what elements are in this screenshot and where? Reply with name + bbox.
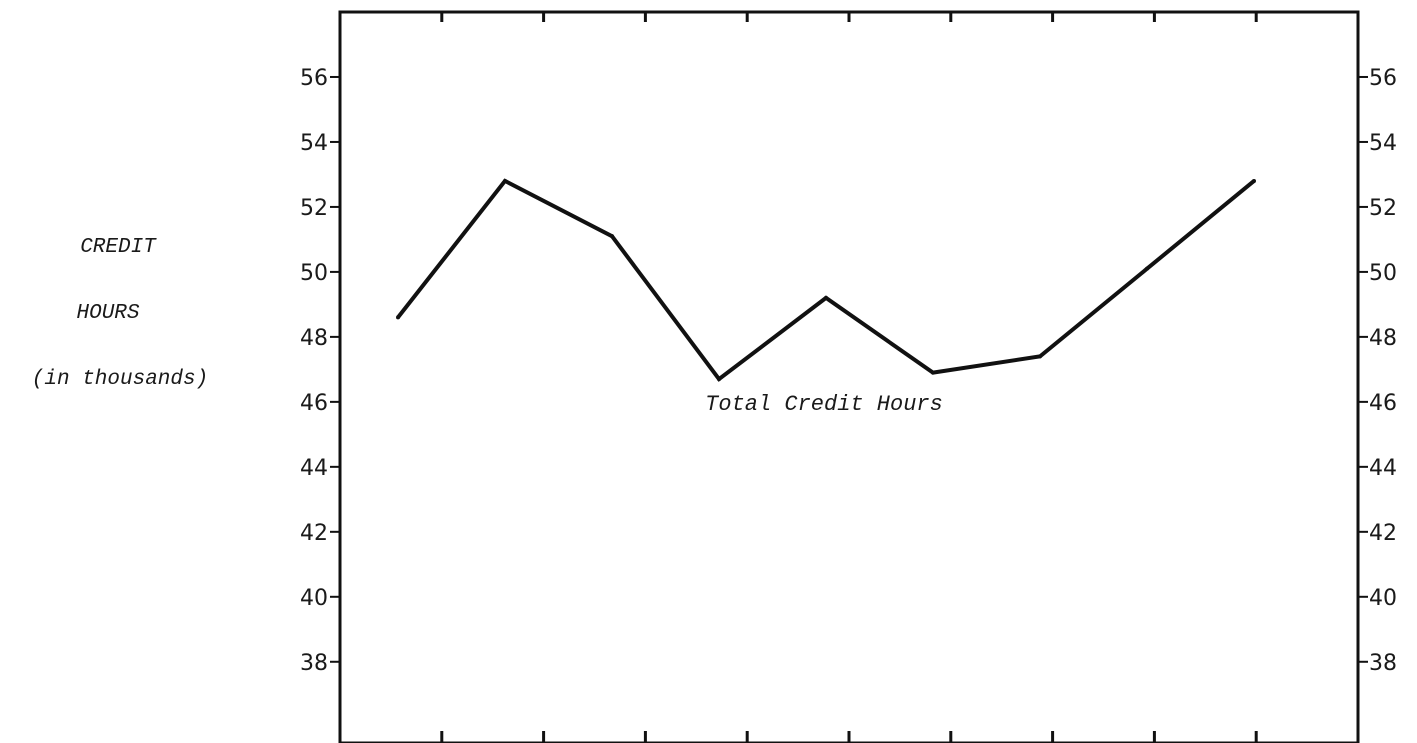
series-point — [503, 178, 507, 183]
series-point — [717, 377, 721, 382]
left-y-tick-label: 52 — [300, 196, 328, 221]
y-axis-title-line-3: (in thousands) — [32, 368, 208, 391]
left-y-axis: 38 40 42 44 46 48 50 52 54 56 — [300, 66, 340, 676]
series-annotation: Total Credit Hours — [705, 392, 943, 417]
left-y-tick-label: 56 — [300, 66, 328, 91]
right-y-axis: 38 40 42 44 46 48 50 52 54 56 — [1358, 66, 1397, 676]
plot-frame — [338, 10, 1360, 743]
right-y-tick-label: 48 — [1369, 326, 1397, 351]
series-point — [824, 295, 828, 300]
y-axis-title-line-1: CREDIT — [80, 236, 157, 259]
right-y-tick-label: 38 — [1369, 651, 1397, 676]
series-point — [931, 370, 935, 375]
right-y-tick-label: 50 — [1369, 261, 1397, 286]
y-axis-title: CREDIT HOURS (in thousands) — [32, 236, 208, 391]
left-y-tick-label: 54 — [300, 131, 328, 156]
right-y-tick-label: 42 — [1369, 521, 1397, 546]
series-layer — [396, 178, 1256, 382]
right-y-tick-label: 54 — [1369, 131, 1397, 156]
left-y-tick-label: 48 — [300, 326, 328, 351]
x-axis-ticks — [440, 12, 1258, 743]
series-line — [396, 178, 1256, 382]
series-point — [610, 234, 614, 239]
y-axis-title-line-2: HOURS — [76, 302, 139, 325]
annotation-layer: Total Credit Hours — [705, 392, 943, 417]
series-point — [1038, 354, 1042, 359]
left-y-tick-label: 44 — [300, 456, 328, 481]
right-y-tick-label: 40 — [1369, 586, 1397, 611]
series-point — [1252, 178, 1256, 183]
series-point — [396, 315, 400, 320]
left-y-tick-label: 40 — [300, 586, 328, 611]
right-y-tick-label: 44 — [1369, 456, 1397, 481]
right-y-tick-label: 52 — [1369, 196, 1397, 221]
left-y-tick-label: 50 — [300, 261, 328, 286]
right-y-tick-label: 46 — [1369, 391, 1397, 416]
left-y-tick-label: 38 — [300, 651, 328, 676]
series-point — [1145, 266, 1149, 271]
left-y-tick-label: 46 — [300, 391, 328, 416]
right-y-tick-label: 56 — [1369, 66, 1397, 91]
left-y-tick-label: 42 — [300, 521, 328, 546]
